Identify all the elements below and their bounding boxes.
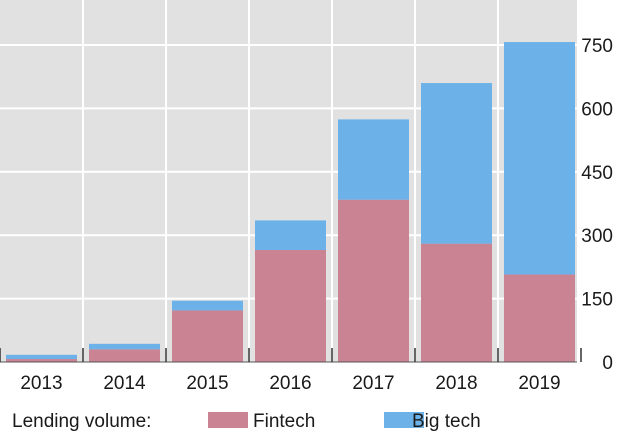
bars bbox=[6, 42, 575, 362]
x-tick-label: 2015 bbox=[186, 373, 228, 394]
bar-fintech-2016 bbox=[255, 249, 326, 362]
y-axis: 0 150 300 450 600 750 bbox=[581, 36, 613, 374]
y-tick-label: 450 bbox=[581, 163, 613, 184]
bar-fintech-2017 bbox=[338, 199, 409, 362]
bar-big-tech-2016 bbox=[255, 220, 326, 250]
bar-big-tech-2014 bbox=[89, 343, 160, 350]
legend-swatch-big-tech bbox=[384, 412, 424, 428]
bar-big-tech-2013 bbox=[6, 354, 77, 360]
bar-fintech-2019 bbox=[504, 274, 575, 362]
y-tick-label: 300 bbox=[581, 226, 613, 247]
x-axis: 2013 2014 2015 2016 2017 2018 2019 bbox=[0, 348, 582, 394]
y-tick-label: 600 bbox=[581, 99, 613, 120]
bar-fintech-2015 bbox=[172, 310, 243, 362]
y-tick-label: 750 bbox=[581, 36, 613, 57]
bar-big-tech-2015 bbox=[172, 300, 243, 311]
legend: Lending volume: Fintech Big tech bbox=[12, 411, 481, 432]
x-tick-label: 2019 bbox=[518, 373, 560, 394]
x-tick-label: 2014 bbox=[103, 373, 146, 394]
legend-swatch-fintech bbox=[208, 412, 248, 428]
legend-title: Lending volume: bbox=[12, 411, 151, 432]
bar-big-tech-2019 bbox=[504, 42, 575, 275]
bar-big-tech-2017 bbox=[338, 119, 409, 200]
bar-fintech-2013 bbox=[6, 359, 77, 362]
legend-label-fintech: Fintech bbox=[253, 411, 315, 432]
x-tick-label: 2018 bbox=[435, 373, 477, 394]
legend-label-big-tech: Big tech bbox=[412, 411, 481, 432]
bar-fintech-2014 bbox=[89, 349, 160, 362]
y-tick-label: 0 bbox=[602, 353, 613, 374]
x-tick-label: 2016 bbox=[269, 373, 311, 394]
bar-fintech-2018 bbox=[421, 243, 492, 362]
y-tick-label: 150 bbox=[581, 290, 613, 311]
bar-big-tech-2018 bbox=[421, 83, 492, 244]
x-tick-label: 2017 bbox=[352, 373, 394, 394]
x-tick-label: 2013 bbox=[20, 373, 62, 394]
